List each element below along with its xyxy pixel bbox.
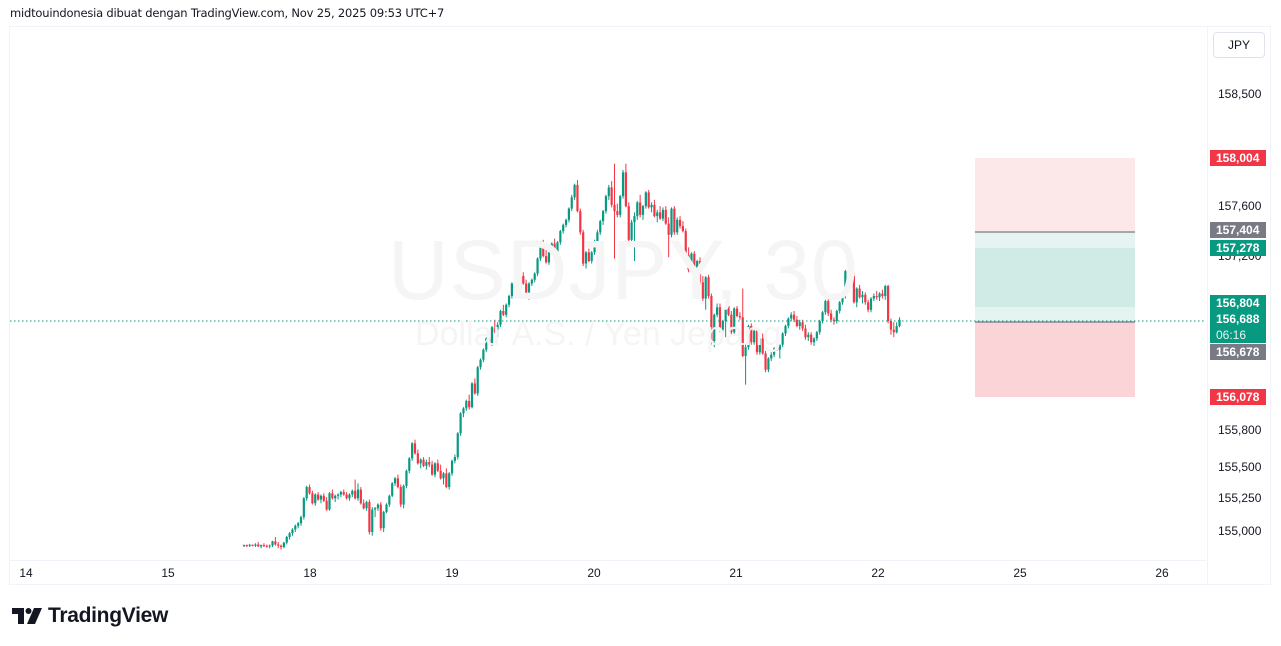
price-tag: 157,278 [1210, 240, 1266, 256]
time-tick-label: 25 [1013, 566, 1027, 580]
price-tick-label: 155,500 [1218, 460, 1262, 474]
price-tick-label: 155,800 [1218, 423, 1262, 437]
take-profit-band[interactable] [975, 248, 1135, 307]
price-tag: 156,678 [1210, 344, 1266, 360]
description-watermark: Dollar A.S. / Yen Jepang [415, 315, 782, 353]
tradingview-logo-text: TradingView [48, 604, 169, 627]
price-tick-label: 157,600 [1218, 199, 1262, 213]
price-tick-label: 155,000 [1218, 524, 1262, 538]
tradingview-logo-icon [12, 608, 42, 624]
price-tag: 157,404 [1210, 222, 1266, 238]
time-tick-label: 14 [19, 566, 33, 580]
price-tag: 158,004 [1210, 150, 1266, 166]
chart-attribution: midtouindonesia dibuat dengan TradingVie… [10, 6, 445, 20]
time-tick-label: 15 [161, 566, 175, 580]
candlestick-chart[interactable] [10, 27, 1206, 560]
time-tick-label: 21 [729, 566, 743, 580]
time-axis[interactable] [10, 560, 1206, 585]
price-tag: 156,688 [1210, 311, 1266, 327]
chart-plot-area[interactable]: USDJPY, 30 Dollar A.S. / Yen Jepang [10, 27, 1206, 560]
price-tag: 156,804 [1210, 295, 1266, 311]
price-axis[interactable] [1207, 27, 1271, 584]
price-tick-label: 158,500 [1218, 87, 1262, 101]
time-tick-label: 18 [303, 566, 317, 580]
target-zone[interactable] [975, 322, 1135, 397]
time-tick-label: 20 [587, 566, 601, 580]
price-tick-label: 155,250 [1218, 491, 1262, 505]
tradingview-logo: TradingView [12, 604, 168, 628]
time-tick-label: 22 [871, 566, 885, 580]
time-tick-label: 19 [445, 566, 459, 580]
symbol-watermark: USDJPY, 30 [388, 223, 859, 317]
currency-button[interactable]: JPY [1213, 32, 1265, 58]
price-tag: 06:16 [1210, 327, 1266, 343]
time-tick-label: 26 [1155, 566, 1169, 580]
price-tag: 156,078 [1210, 389, 1266, 405]
